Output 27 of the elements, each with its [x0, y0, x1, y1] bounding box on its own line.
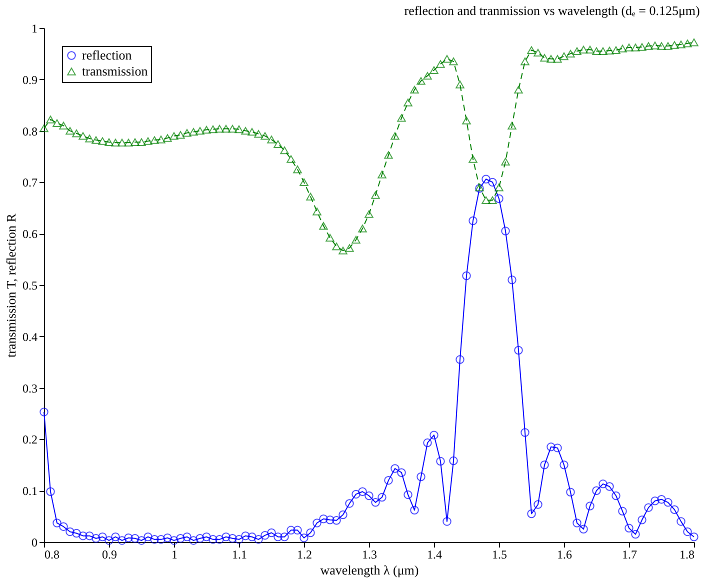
x-tick-label: 1.3 [362, 548, 377, 562]
x-tick-label: 1.7 [622, 548, 637, 562]
x-tick-label: 1.1 [232, 548, 247, 562]
y-tick-label: 0.6 [22, 227, 38, 242]
x-tick-label: 1.4 [427, 548, 442, 562]
y-tick-label: 0.2 [22, 432, 38, 447]
y-tick-label: 0.3 [22, 381, 38, 396]
y-tick-label: 1 [32, 22, 38, 36]
x-tick-label: 1.5 [492, 548, 507, 562]
y-tick-label: 0.9 [22, 72, 38, 87]
chart-title: reflection and tranmission vs wavelength (dₑ = 0.125μm) [404, 3, 700, 18]
x-tick-label: 0.9 [102, 548, 117, 562]
y-tick-label: 0.5 [22, 278, 38, 292]
y-tick-label: 0.7 [22, 176, 38, 190]
x-tick-label: 1 [172, 548, 178, 562]
legend-label: reflection [82, 48, 132, 62]
y-tick-label: 0.8 [22, 124, 38, 138]
x-tick-label: 1.2 [297, 548, 312, 562]
y-tick-label: 0.4 [22, 330, 38, 344]
y-axis-title: transmission T, reflection R [4, 213, 18, 358]
x-tick-label: 1.8 [680, 548, 694, 562]
y-tick-label: 0.1 [22, 484, 38, 498]
x-tick-label: 1.6 [557, 548, 572, 562]
legend-label: transmission [82, 64, 148, 78]
y-tick-label: 0 [32, 536, 38, 550]
x-axis-title: wavelength λ (μm) [320, 562, 419, 578]
x-tick-label: 0.8 [44, 548, 60, 562]
